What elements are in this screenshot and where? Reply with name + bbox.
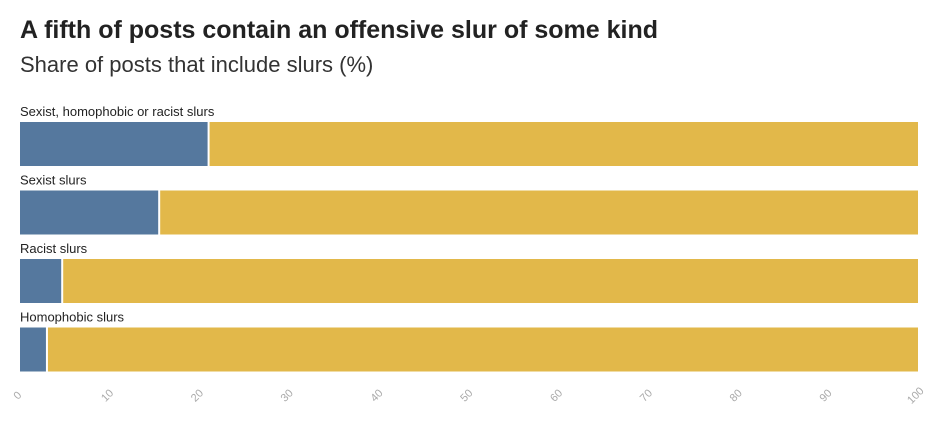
x-tick-label: 30 <box>279 387 296 404</box>
x-tick-label: 70 <box>638 387 655 404</box>
bar-remainder <box>62 259 919 303</box>
bar-value <box>20 327 47 372</box>
bar-remainder <box>159 190 918 235</box>
bar-value <box>20 190 160 235</box>
x-tick-label: 20 <box>189 387 206 404</box>
category-label: Racist slurs <box>20 241 88 256</box>
chart-subtitle: Share of posts that include slurs (%) <box>20 52 374 77</box>
x-tick-label: 100 <box>905 385 926 406</box>
x-tick-label: 10 <box>99 387 116 404</box>
x-tick-label: 40 <box>369 387 386 404</box>
x-tick-label: 80 <box>728 387 745 404</box>
chart-title: A fifth of posts contain an offensive sl… <box>20 16 659 44</box>
x-tick-label: 60 <box>548 387 565 404</box>
bar-remainder <box>46 327 918 372</box>
bar-value <box>20 259 63 303</box>
x-tick-label: 0 <box>11 389 24 402</box>
x-tick-label: 90 <box>818 387 835 404</box>
x-tick-label: 50 <box>458 387 475 404</box>
category-label: Homophobic slurs <box>20 310 125 325</box>
bar-remainder <box>208 122 918 166</box>
bar-value <box>20 122 209 166</box>
category-label: Sexist, homophobic or racist slurs <box>20 104 215 119</box>
category-label: Sexist slurs <box>20 173 87 188</box>
